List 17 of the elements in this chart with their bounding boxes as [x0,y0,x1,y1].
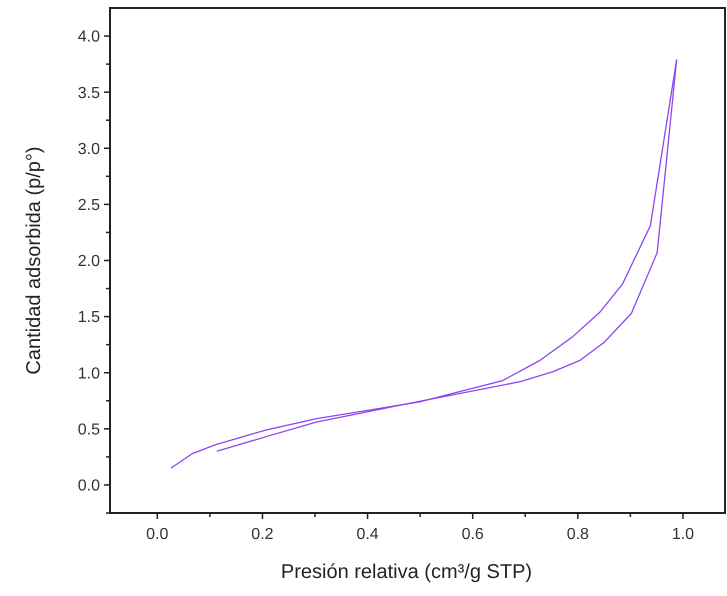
y-tick-label: 0.5 [78,421,100,438]
x-tick-label: 0.6 [462,526,484,543]
y-axis-title: Cantidad adsorbida (p/p°) [23,146,45,375]
y-tick-label: 2.0 [78,253,100,270]
y-tick-label: 2.5 [78,196,100,214]
x-tick-label: 0.0 [146,526,169,543]
y-tick-label: 3.5 [78,84,100,102]
x-tick-label: 0.4 [356,526,379,543]
y-tick-label: 1.0 [78,365,100,382]
y-tick-label: 4.0 [78,28,100,46]
y-tick-label: 0.0 [78,478,100,495]
x-axis-title: Presión relativa (cm³/g STP) [280,561,532,583]
y-tick-label: 1.5 [78,309,100,326]
x-tick-label: 1.0 [672,526,694,543]
x-tick-label: 0.8 [566,526,590,543]
y-tick-label: 3.0 [78,140,100,158]
x-tick-label: 0.2 [251,526,274,543]
